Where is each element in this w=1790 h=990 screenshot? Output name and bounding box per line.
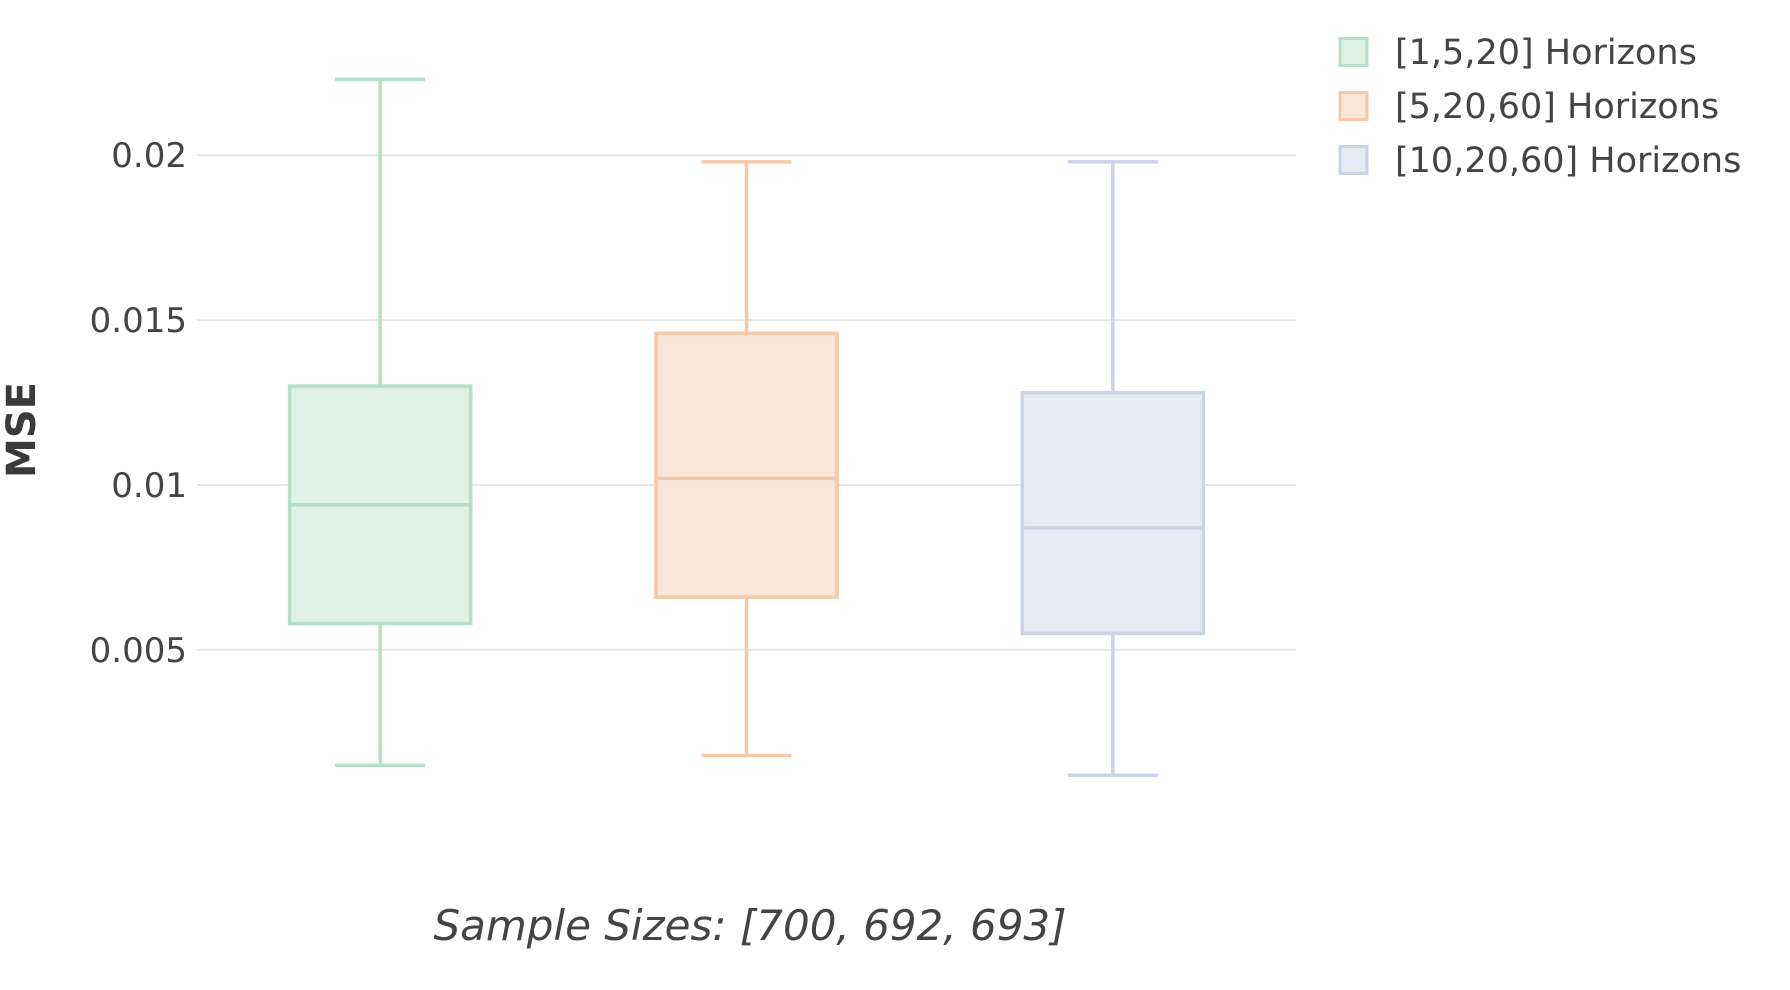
legend-swatch [1338,37,1369,67]
legend-label: [10,20,60] Horizons [1395,141,1741,181]
box-2 [654,160,839,758]
legend-swatch [1338,145,1369,175]
legend-label: [1,5,20] Horizons [1395,33,1697,73]
y-tick-label: 0.01 [111,466,187,506]
box-body [1020,390,1206,636]
legend-item-2: [5,20,60] Horizons [1338,87,1719,127]
legend-item-1: [1,5,20] Horizons [1338,33,1697,73]
legend-swatch [1338,91,1369,121]
box-body [654,331,839,599]
legend-label: [5,20,60] Horizons [1395,87,1719,127]
legend: [1,5,20] Horizons [5,20,60] Horizons [10,2… [1338,33,1741,181]
box-3 [1020,160,1206,778]
y-tick-label: 0.005 [90,631,187,671]
y-tick-labels: 0.005 0.01 0.015 0.02 [90,136,187,671]
box-layer [287,77,1206,778]
y-axis-label: MSE [0,382,45,478]
box-1 [287,77,473,768]
y-tick-label: 0.02 [111,136,187,176]
x-axis-label: Sample Sizes: [700, 692, 693] [433,901,1066,950]
legend-item-3: [10,20,60] Horizons [1338,141,1741,181]
y-tick-label: 0.015 [90,301,187,341]
